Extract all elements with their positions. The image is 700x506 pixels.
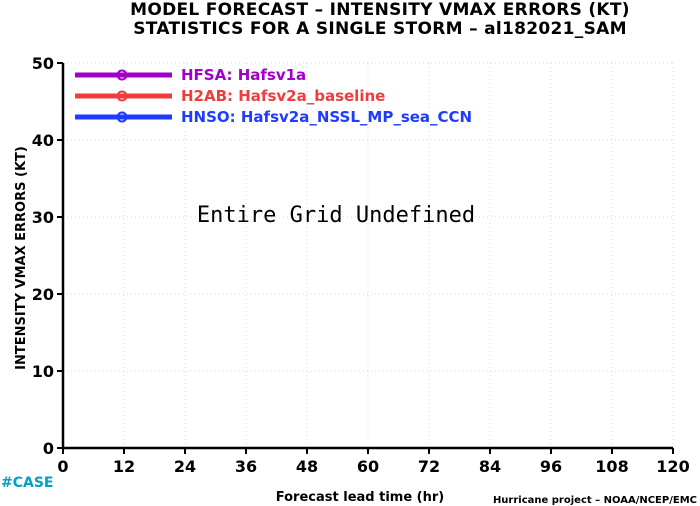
x-tick-label: 72 xyxy=(418,457,440,476)
y-tick-label: 20 xyxy=(32,285,54,304)
x-tick-label: 48 xyxy=(296,457,318,476)
y-tick-label: 30 xyxy=(32,208,54,227)
legend: HFSA: Hafsv1a H2AB: Hafsv2a_baseline HNSO:… xyxy=(75,66,472,126)
x-axis-title: Forecast lead time (hr) xyxy=(276,490,444,505)
legend-label: HNSO: Hafsv2a_NSSL_MP_sea_CCN xyxy=(181,108,472,126)
x-tick-label: 84 xyxy=(479,457,501,476)
x-axis-ticks: 0 12 24 36 48 60 72 84 96 108 120 xyxy=(57,448,690,476)
y-axis-ticks: 0 10 20 30 40 50 xyxy=(32,54,63,458)
x-tick-label: 24 xyxy=(174,457,196,476)
x-tick-label: 36 xyxy=(235,457,257,476)
x-tick-label: 120 xyxy=(656,457,689,476)
case-label: #CASE xyxy=(1,475,54,491)
y-tick-label: 10 xyxy=(32,362,54,381)
x-tick-label: 108 xyxy=(595,457,628,476)
x-tick-label: 96 xyxy=(540,457,562,476)
y-tick-label: 50 xyxy=(32,54,54,73)
chart-subtitle: STATISTICS FOR A SINGLE STORM – al182021… xyxy=(133,19,627,39)
x-tick-label: 12 xyxy=(113,457,135,476)
legend-label: HFSA: Hafsv1a xyxy=(181,66,306,84)
credit-text: Hurricane project – NOAA/NCEP/EMC xyxy=(493,495,697,506)
x-tick-label: 60 xyxy=(357,457,379,476)
undefined-annotation: Entire Grid Undefined xyxy=(197,203,475,228)
grid-lines xyxy=(63,62,674,448)
legend-marker-icon xyxy=(116,90,128,102)
legend-marker-icon xyxy=(116,111,128,123)
x-tick-label: 0 xyxy=(57,457,68,476)
legend-marker-icon xyxy=(116,69,128,81)
y-tick-label: 0 xyxy=(43,439,54,458)
legend-label: H2AB: Hafsv2a_baseline xyxy=(181,87,385,105)
chart-title: MODEL FORECAST – INTENSITY VMAX ERRORS (… xyxy=(130,0,630,20)
y-tick-label: 40 xyxy=(32,131,54,150)
y-axis-title: INTENSITY VMAX ERRORS (KT) xyxy=(14,146,29,370)
